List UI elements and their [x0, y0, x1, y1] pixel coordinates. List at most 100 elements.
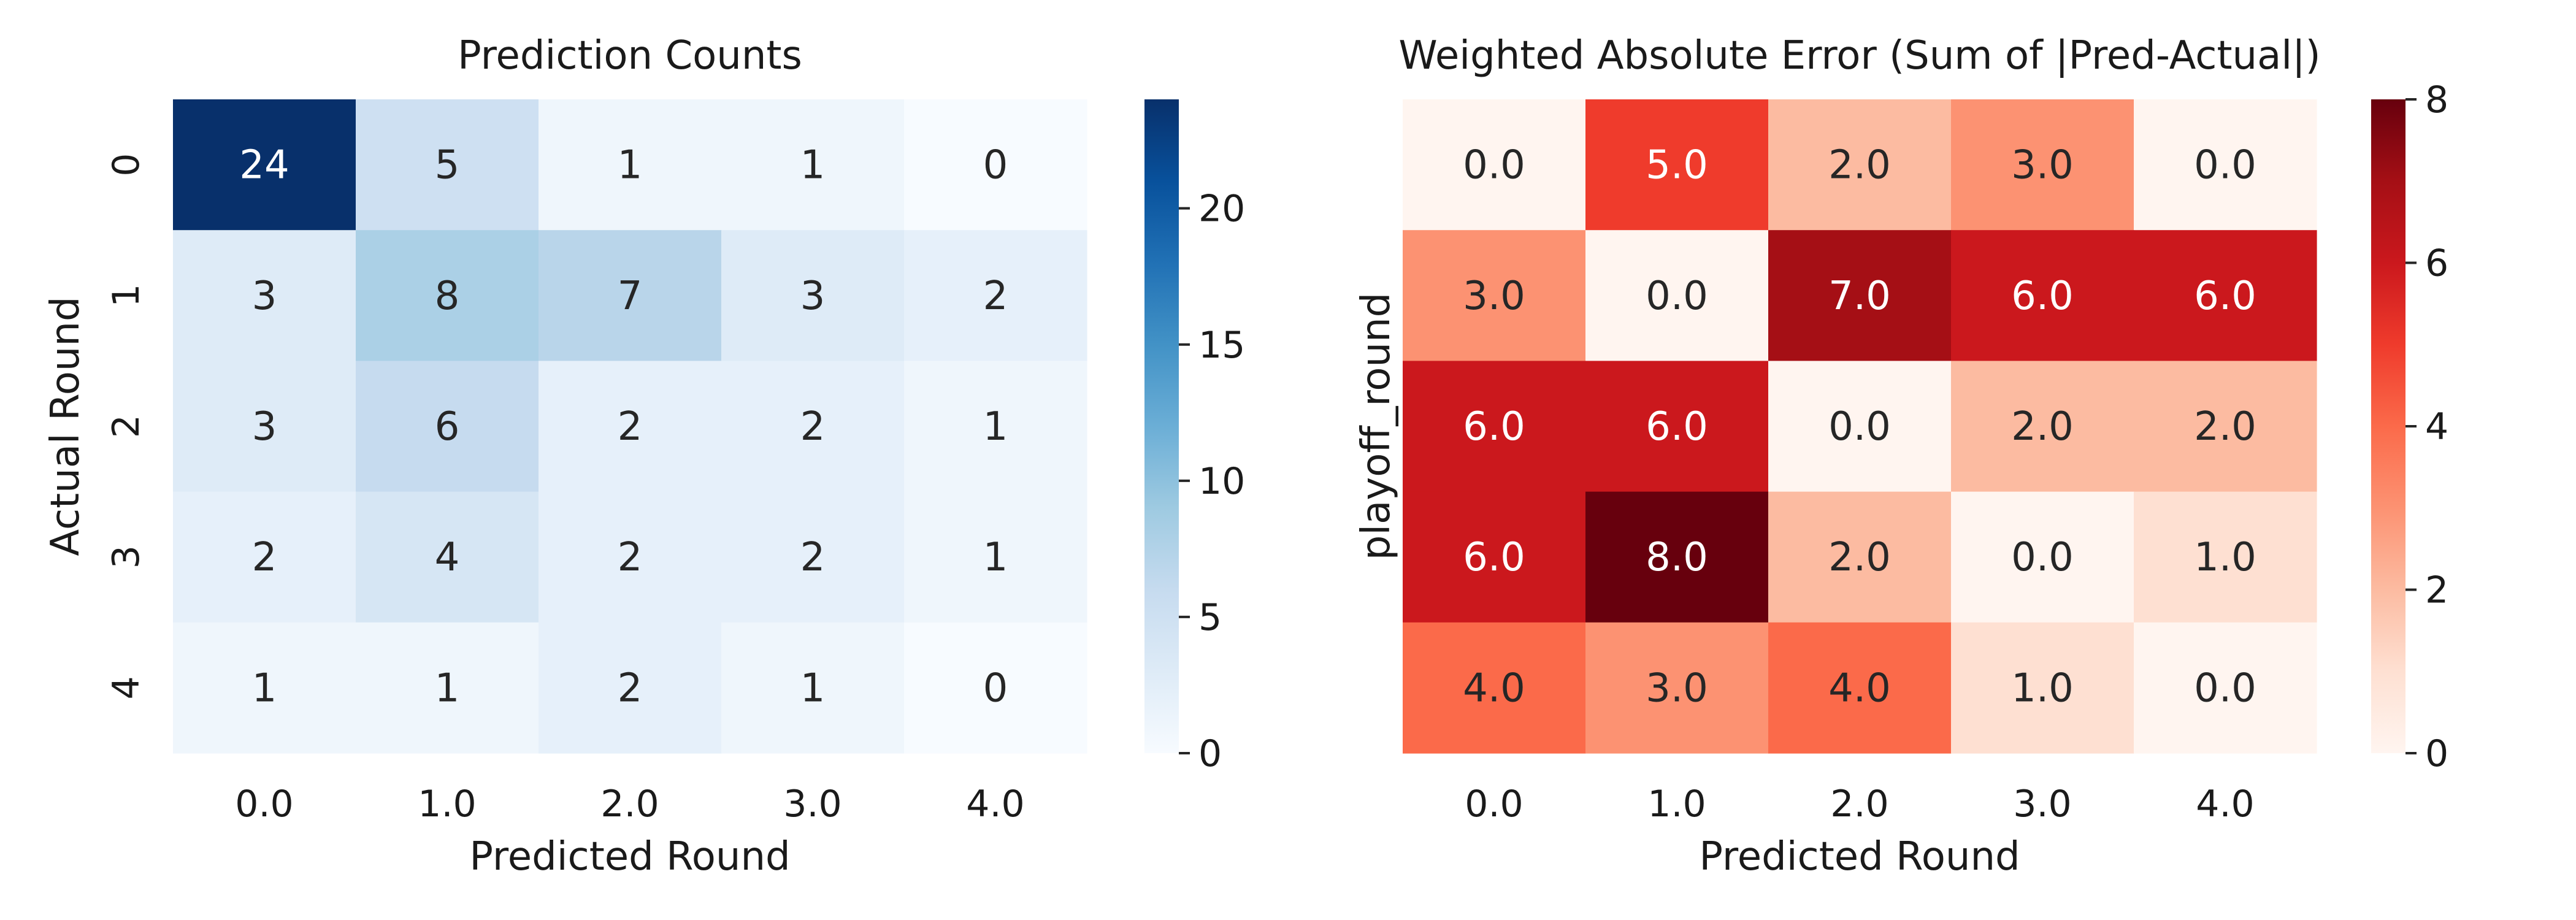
error-cell-label-r1-c1: 0.0	[1646, 274, 1708, 319]
error-cell-r2-c4	[2134, 361, 2317, 493]
error-cell-label-r4-c0: 4.0	[1463, 665, 1525, 711]
error-x-tick-label: 0.0	[1465, 783, 1523, 826]
error-cell-r1-c1	[1585, 230, 1769, 361]
counts-x-axis-label: Predicted Round	[469, 834, 790, 880]
counts-cell-r4-c0	[173, 622, 356, 754]
error-colorbar-tick-label: 6	[2425, 242, 2448, 285]
counts-cell-r0-c4	[904, 99, 1087, 231]
error-cell-label-r0-c2: 2.0	[1828, 143, 1891, 188]
counts-cell-label-r2-c0: 3	[252, 404, 277, 450]
counts-cell-label-r1-c0: 3	[252, 274, 277, 319]
error-cell-label-r0-c1: 5.0	[1646, 143, 1708, 188]
error-x-tick-label: 2.0	[1830, 783, 1888, 826]
counts-x-tick-label: 0.0	[235, 783, 293, 826]
error-cell-r3-c1	[1585, 491, 1769, 623]
error-colorbar: 0 2 4 6 8	[2371, 79, 2448, 775]
error-cell-label-r0-c4: 0.0	[2194, 143, 2256, 188]
counts-cell-label-r0-c1: 5	[435, 143, 460, 188]
counts-cell-label-r0-c0: 24	[239, 143, 289, 188]
counts-cell-r2-c1	[356, 361, 539, 493]
counts-y-tick-label: 2	[105, 415, 148, 438]
error-x-tick-label: 1.0	[1647, 783, 1706, 826]
counts-cell-label-r3-c3: 2	[800, 535, 826, 580]
counts-x-tick-label: 3.0	[783, 783, 841, 826]
error-colorbar-tick-label: 0	[2425, 732, 2448, 775]
counts-colorbar-tick-label: 20	[1198, 188, 1245, 231]
counts-cell-r0-c2	[539, 99, 722, 231]
error-cell-r3-c3	[1951, 491, 2134, 623]
counts-cell-r3-c4	[904, 491, 1087, 623]
error-cell-label-r3-c3: 0.0	[2011, 535, 2074, 580]
counts-colorbar-tick-label: 15	[1198, 324, 1245, 367]
counts-x-tick-label: 4.0	[966, 783, 1024, 826]
counts-cell-r3-c0	[173, 491, 356, 623]
counts-cell-label-r3-c2: 2	[618, 535, 643, 580]
counts-cell-label-r2-c3: 2	[800, 404, 826, 450]
counts-cell-r3-c2	[539, 491, 722, 623]
error-colorbar-tick-label: 2	[2425, 569, 2448, 612]
error-x-tick-label: 3.0	[2013, 783, 2071, 826]
counts-cell-r1-c0	[173, 230, 356, 361]
error-cell-r2-c0	[1403, 361, 1586, 493]
error-cell-label-r1-c0: 3.0	[1463, 274, 1525, 319]
counts-cell-r3-c1	[356, 491, 539, 623]
error-cell-label-r1-c2: 7.0	[1828, 274, 1891, 319]
counts-cell-r2-c2	[539, 361, 722, 493]
counts-colorbar: 0 5 10 15 20	[1144, 99, 1245, 775]
error-cell-r2-c3	[1951, 361, 2134, 493]
counts-cell-label-r4-c3: 1	[800, 665, 826, 711]
error-y-axis-label: playoff_round	[1354, 293, 1399, 561]
counts-heatmap-panel: Prediction Counts 24 5 1 1 03 8 7 3 23 6 2 2 12 4 2 2 11…	[43, 33, 1245, 880]
counts-cell-label-r0-c4: 0	[983, 143, 1008, 188]
error-x-ticks: 0.0 1.0 2.0 3.0 4.0	[1465, 783, 2254, 826]
error-cell-label-r2-c1: 6.0	[1646, 404, 1708, 450]
error-cell-r4-c1	[1585, 622, 1769, 754]
counts-y-tick-label: 3	[105, 545, 148, 569]
error-cell-r1-c0	[1403, 230, 1586, 361]
error-cell-r0-c1	[1585, 99, 1769, 231]
error-cell-r3-c2	[1768, 491, 1952, 623]
error-cell-r0-c2	[1768, 99, 1952, 231]
counts-cell-r1-c3	[721, 230, 905, 361]
error-cell-r4-c2	[1768, 622, 1952, 754]
counts-cell-r4-c2	[539, 622, 722, 754]
error-cell-label-r2-c4: 2.0	[2194, 404, 2256, 450]
counts-cell-label-r2-c1: 6	[435, 404, 460, 450]
error-cell-label-r3-c4: 1.0	[2194, 535, 2256, 580]
counts-colorbar-tick-label: 5	[1198, 596, 1222, 639]
error-cell-label-r1-c4: 6.0	[2194, 274, 2256, 319]
counts-cell-label-r4-c1: 1	[435, 665, 460, 711]
counts-cell-label-r1-c2: 7	[618, 274, 643, 319]
counts-cell-label-r1-c4: 2	[983, 274, 1008, 319]
error-cell-label-r4-c1: 3.0	[1646, 665, 1708, 711]
error-cell-r3-c0	[1403, 491, 1586, 623]
error-colorbar-gradient	[2371, 99, 2405, 753]
error-cell-label-r0-c3: 3.0	[2011, 143, 2074, 188]
counts-cell-label-r2-c2: 2	[618, 404, 643, 450]
error-cell-label-r3-c1: 8.0	[1646, 535, 1708, 580]
error-cell-r0-c3	[1951, 99, 2134, 231]
counts-y-tick-label: 0	[105, 153, 148, 177]
counts-colorbar-tick-label: 0	[1198, 732, 1222, 775]
counts-cell-label-r1-c3: 3	[800, 274, 826, 319]
counts-y-tick-label: 1	[105, 284, 148, 307]
counts-x-ticks: 0.0 1.0 2.0 3.0 4.0	[235, 783, 1024, 826]
counts-cell-label-r3-c4: 1	[983, 535, 1008, 580]
error-cell-label-r4-c2: 4.0	[1828, 665, 1891, 711]
counts-cell-r0-c1	[356, 99, 539, 231]
counts-cell-r2-c3	[721, 361, 905, 493]
error-cell-r1-c3	[1951, 230, 2134, 361]
counts-cell-r0-c0	[173, 99, 356, 231]
counts-y-ticks: 0 1 2 3 4	[105, 153, 148, 700]
counts-y-axis-label: Actual Round	[43, 296, 88, 556]
counts-cell-label-r1-c1: 8	[435, 274, 460, 319]
counts-cell-r4-c4	[904, 622, 1087, 754]
error-cell-r4-c0	[1403, 622, 1586, 754]
counts-cell-label-r0-c2: 1	[618, 143, 643, 188]
error-cell-label-r3-c0: 6.0	[1463, 535, 1525, 580]
error-colorbar-tick-label: 8	[2425, 79, 2448, 121]
counts-colorbar-tick-label: 10	[1198, 460, 1245, 503]
counts-cell-r1-c1	[356, 230, 539, 361]
error-cell-r3-c4	[2134, 491, 2317, 623]
